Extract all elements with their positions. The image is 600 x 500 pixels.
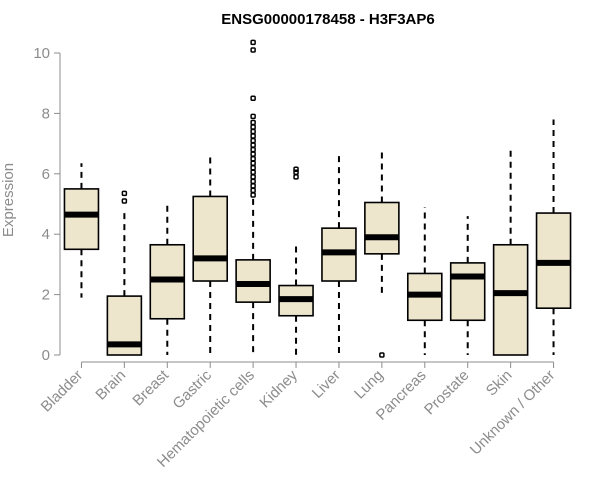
box-group	[106, 190, 143, 356]
x-tick-label: Lung	[351, 367, 387, 403]
y-axis-label: Expression	[0, 163, 17, 237]
y-tick-label: 2	[42, 287, 50, 304]
outlier-point	[250, 113, 256, 120]
outlier-point	[250, 155, 256, 162]
outlier-point	[250, 169, 256, 176]
box-group	[235, 39, 271, 355]
outlier-point	[250, 165, 256, 171]
x-tick-label: Liver	[309, 367, 344, 402]
outlier-point	[250, 133, 256, 139]
box-group	[492, 146, 529, 356]
y-tick-label: 10	[33, 45, 50, 62]
y-tick-label: 4	[42, 226, 50, 243]
x-tick-label: Skin	[483, 367, 516, 400]
plot-area	[63, 39, 572, 358]
outlier-point	[250, 151, 256, 157]
x-tick-label: Prostate	[421, 367, 473, 419]
outlier-point	[250, 137, 256, 144]
outlier-point	[121, 190, 128, 197]
y-tick-label: 0	[42, 347, 50, 364]
y-axis: 0 2 4 6 8 10	[33, 45, 61, 364]
outlier-point	[250, 142, 256, 148]
outlier-point	[121, 198, 128, 204]
outlier-point	[293, 166, 299, 173]
iqr-box	[364, 201, 400, 255]
y-tick-label: 8	[42, 105, 50, 122]
outlier-point	[293, 169, 299, 176]
box-group	[278, 166, 314, 355]
y-tick-label: 6	[42, 166, 50, 183]
x-tick-label: Kidney	[256, 366, 301, 411]
box-group	[364, 151, 400, 358]
outlier-point	[250, 183, 256, 189]
outlier-point	[250, 174, 256, 180]
outlier-point	[250, 146, 256, 153]
iqr-box	[192, 195, 229, 282]
iqr-box	[235, 259, 271, 303]
box-group	[149, 202, 186, 355]
x-tick-label: Brain	[92, 367, 129, 404]
outlier-point	[250, 119, 256, 126]
iqr-box	[492, 243, 529, 356]
outlier-point	[293, 174, 299, 180]
outlier-point	[250, 160, 256, 166]
iqr-box	[63, 188, 100, 251]
x-tick-label: Breast	[129, 366, 172, 409]
outlier-point	[379, 352, 385, 358]
chart-title: ENSG00000178458 - H3F3AP6	[221, 11, 434, 28]
box-group	[192, 154, 229, 355]
box-group	[321, 151, 357, 355]
outlier-point	[250, 47, 256, 53]
box-group	[406, 207, 443, 355]
box-group	[449, 216, 486, 355]
outlier-point	[250, 128, 256, 135]
outlier-point	[250, 178, 256, 185]
outlier-point	[250, 192, 256, 198]
outlier-point	[250, 187, 256, 194]
x-tick-label: Bladder	[38, 367, 87, 416]
box-group	[63, 163, 100, 298]
box-group	[535, 119, 572, 355]
outlier-point	[250, 39, 256, 46]
outlier-point	[250, 124, 256, 130]
iqr-box	[449, 262, 486, 322]
outlier-point	[250, 95, 256, 102]
